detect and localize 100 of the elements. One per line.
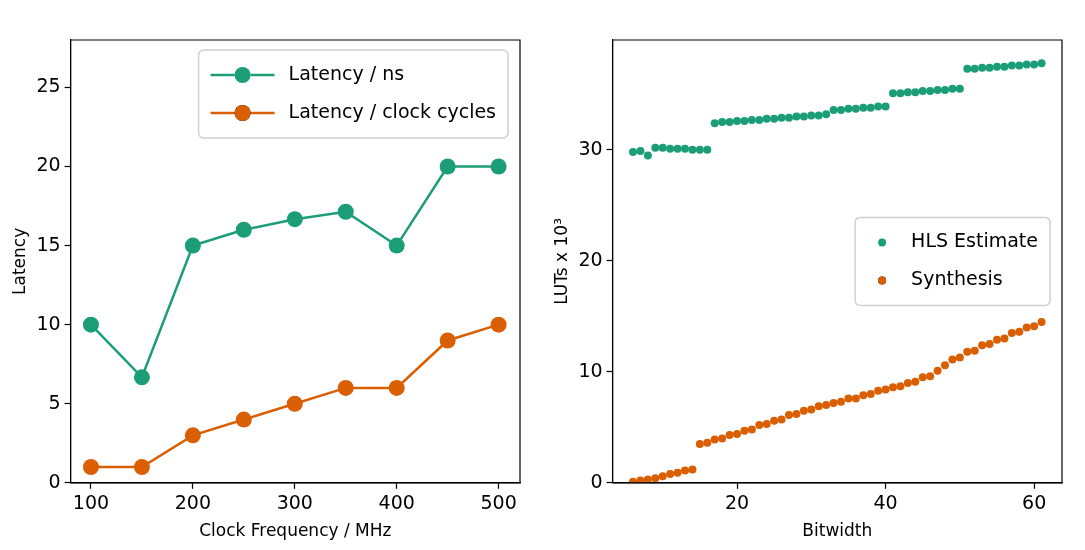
point — [896, 89, 905, 98]
point — [688, 145, 697, 154]
point — [643, 151, 652, 160]
point — [978, 63, 987, 72]
point — [747, 115, 756, 124]
point — [235, 221, 252, 238]
x-tick-label: 40 — [873, 491, 898, 514]
legend-label: Latency / ns — [288, 61, 405, 84]
x-axis-title: Bitwidth — [802, 520, 873, 541]
point — [133, 458, 150, 475]
point — [82, 458, 99, 475]
point — [837, 397, 845, 406]
point — [874, 102, 883, 111]
y-axis-title: Latency — [8, 227, 29, 295]
point — [970, 64, 979, 73]
point — [651, 143, 660, 152]
point — [963, 347, 972, 356]
point — [955, 84, 964, 93]
point — [235, 411, 252, 428]
point — [822, 110, 831, 119]
point — [1000, 334, 1009, 343]
point — [82, 316, 99, 333]
point — [755, 115, 764, 124]
point — [1015, 61, 1024, 70]
point — [673, 468, 682, 477]
point — [777, 415, 786, 424]
point — [718, 118, 727, 127]
point — [337, 379, 354, 396]
point — [703, 438, 712, 447]
point — [688, 465, 697, 474]
point — [439, 158, 456, 175]
point — [658, 143, 667, 152]
x-tick-label: 100 — [72, 491, 110, 514]
point — [814, 111, 823, 120]
point — [993, 335, 1001, 344]
point — [933, 85, 942, 94]
legend-label: HLS Estimate — [911, 229, 1039, 252]
point — [1000, 62, 1009, 71]
point — [866, 103, 875, 112]
point — [785, 411, 793, 420]
point — [889, 89, 897, 98]
point — [859, 103, 868, 112]
point — [681, 144, 689, 153]
point — [881, 102, 890, 111]
point — [933, 366, 942, 375]
point — [955, 353, 964, 362]
point — [978, 341, 987, 350]
point — [785, 113, 793, 122]
point — [792, 112, 801, 121]
point — [911, 377, 920, 386]
legend-label: Latency / clock cycles — [288, 99, 497, 122]
point — [985, 340, 994, 349]
point — [837, 105, 845, 114]
y-tick-label: 10 — [578, 358, 603, 381]
point — [941, 361, 949, 370]
point — [658, 472, 667, 481]
point — [710, 435, 719, 444]
point — [666, 469, 675, 478]
point — [1030, 60, 1039, 69]
point — [799, 406, 808, 415]
point — [1037, 317, 1046, 326]
point — [881, 385, 890, 394]
point — [673, 144, 682, 153]
point — [807, 405, 816, 414]
point — [695, 145, 704, 154]
point — [903, 88, 912, 97]
x-tick-label: 20 — [724, 491, 750, 514]
point — [829, 105, 838, 114]
point — [337, 203, 354, 220]
point — [926, 372, 935, 381]
point — [666, 144, 675, 153]
point — [184, 237, 201, 254]
point — [903, 378, 912, 387]
point — [133, 369, 150, 386]
point — [490, 158, 507, 175]
y-axis-title: LUTs x 10³ — [550, 217, 571, 305]
point — [844, 104, 853, 113]
point — [851, 104, 860, 113]
point — [733, 117, 741, 126]
point — [792, 409, 801, 418]
point — [762, 419, 771, 428]
point — [770, 416, 779, 425]
point — [874, 386, 883, 395]
point — [948, 84, 957, 93]
y-tick-label: 30 — [578, 136, 603, 159]
point — [643, 475, 652, 483]
x-tick-label: 300 — [276, 491, 313, 514]
point — [747, 425, 756, 434]
point — [755, 421, 764, 430]
point — [490, 316, 507, 333]
point — [1015, 327, 1024, 336]
y-tick-label: 25 — [36, 74, 61, 97]
point — [993, 62, 1001, 71]
point — [896, 382, 905, 391]
point — [948, 355, 957, 364]
point — [1007, 328, 1016, 337]
x-tick-label: 200 — [174, 491, 211, 514]
point — [1007, 61, 1016, 70]
point — [703, 145, 712, 154]
point — [859, 391, 868, 400]
